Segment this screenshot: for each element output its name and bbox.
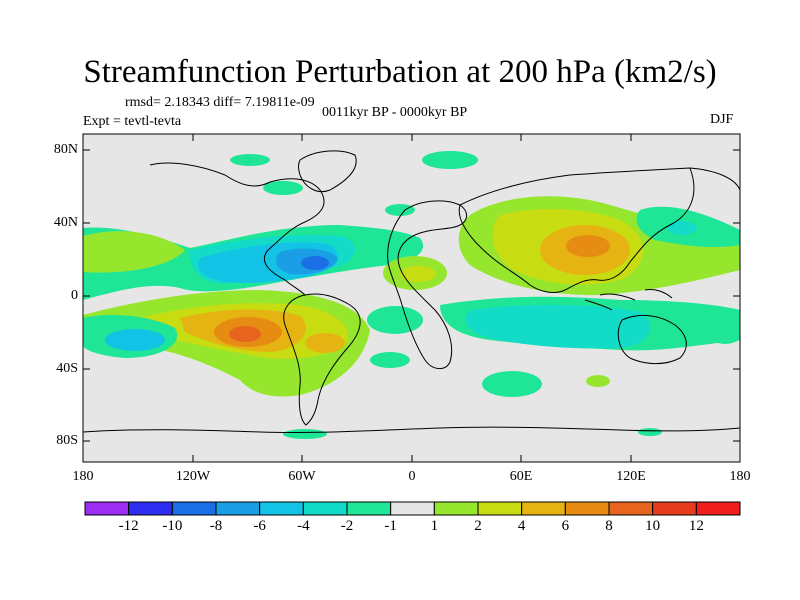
lat-label-0: 0 <box>71 288 78 303</box>
antarctic-negative <box>283 429 327 439</box>
colorbar-label: 10 <box>645 518 661 534</box>
plot-title: Streamfunction Perturbation at 200 hPa (… <box>83 54 717 90</box>
lon-label-180-right: 180 <box>729 469 751 484</box>
colorbar-label: 12 <box>688 518 704 534</box>
colorbar-swatch <box>302 501 348 516</box>
colorbar-swatch <box>564 501 610 516</box>
north-atlantic-negative <box>230 154 270 166</box>
season-label: DJF <box>710 112 734 127</box>
west-pacific-negative-2 <box>667 221 697 235</box>
lat-label-80s: 80S <box>56 433 78 448</box>
south-west-pacific-negative-2 <box>105 329 165 351</box>
experiment-label: Expt = tevtl-tevta <box>83 114 182 129</box>
colorbar-label: 8 <box>605 518 613 534</box>
colorbar-label: -6 <box>253 518 266 534</box>
coast-europe-africa <box>387 200 467 369</box>
colorbar-label: 2 <box>474 518 482 534</box>
arctic-negative-1 <box>422 151 478 169</box>
lon-label-0: 0 <box>408 469 416 484</box>
coast-greenland <box>298 150 357 193</box>
south-indian-positive <box>586 375 610 387</box>
north-pacific-positive <box>83 231 185 273</box>
colorbar-label: -12 <box>118 518 139 534</box>
colorbar-label: 6 <box>561 518 570 534</box>
south-pacific-positive-8 <box>229 326 261 342</box>
colorbar-swatch <box>390 501 435 516</box>
lat-label-40s: 40S <box>56 361 78 376</box>
south-indian-negative <box>482 371 542 397</box>
arctic-negative-2 <box>263 181 303 195</box>
coast-australia <box>617 314 687 365</box>
colorbar-swatch <box>171 501 217 516</box>
south-atlantic-negative-2 <box>370 352 410 368</box>
colorbar-label: -10 <box>162 518 183 534</box>
coast-indonesia <box>584 289 673 311</box>
lon-label-120e: 120E <box>616 469 646 484</box>
coast-antarctica <box>83 426 740 434</box>
coast-north-america <box>149 162 325 296</box>
colorbar-swatch <box>521 501 566 516</box>
colorbar-label: 1 <box>430 518 439 534</box>
colorbar-swatch <box>477 501 523 516</box>
colorbar <box>84 501 741 516</box>
lon-label-60w: 60W <box>288 469 316 484</box>
colorbar-swatch <box>128 501 173 516</box>
colorbar-swatch <box>215 501 261 516</box>
contour-field <box>83 150 740 439</box>
colorbar-swatch <box>695 501 741 516</box>
north-africa-negative <box>385 204 415 216</box>
colorbar-swatch <box>84 501 130 516</box>
lon-label-60e: 60E <box>509 469 533 484</box>
colorbar-swatch <box>433 501 479 516</box>
lon-label-120w: 120W <box>175 469 211 484</box>
coastlines <box>83 150 740 434</box>
lat-label-40n: 40N <box>53 215 78 230</box>
antarctic-negative-2 <box>638 428 662 436</box>
colorbar-label: -4 <box>297 518 310 534</box>
colorbar-label: 4 <box>517 518 526 534</box>
rmsd-stat: rmsd= 2.18343 diff= 7.19811e-09 <box>125 95 315 110</box>
africa-positive-2 <box>400 266 436 282</box>
period-label: 0011kyr BP - 0000kyr BP <box>322 105 468 120</box>
asia-positive-6 <box>566 235 610 257</box>
south-atlantic-positive <box>305 333 345 353</box>
colorbar-swatch <box>608 501 654 516</box>
lon-label-180-left: 180 <box>72 469 94 484</box>
colorbar-label: -1 <box>384 518 397 534</box>
caribbean-negative-8 <box>301 256 329 270</box>
colorbar-label: -8 <box>209 518 223 534</box>
lat-label-80n: 80N <box>53 142 78 157</box>
colorbar-swatch <box>346 501 392 516</box>
indian-ocean-negative-2 <box>465 304 651 349</box>
axis-ticks <box>83 134 740 462</box>
south-atlantic-negative-1 <box>367 306 423 334</box>
coast-south-america <box>283 293 361 426</box>
colorbar-swatch <box>652 501 697 516</box>
coast-asia <box>458 167 740 293</box>
colorbar-swatch <box>259 501 304 516</box>
colorbar-label: -2 <box>340 518 354 534</box>
australia-negative <box>705 316 740 344</box>
